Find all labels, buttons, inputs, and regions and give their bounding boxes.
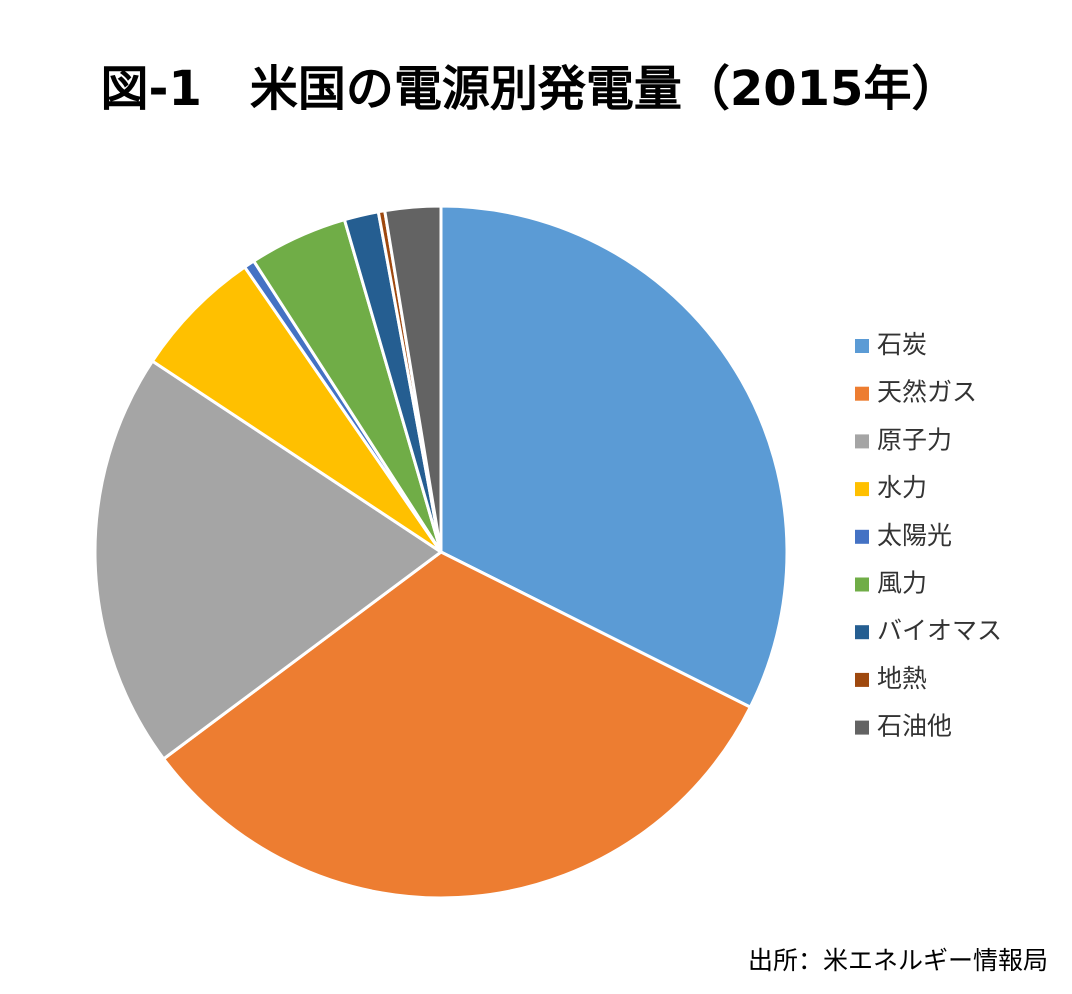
- legend-swatch: [855, 672, 869, 687]
- legend-swatch: [855, 529, 869, 544]
- pie-slice: [150, 265, 443, 554]
- legend-label: 原子力: [877, 425, 952, 454]
- chart-title: 図-1 米国の電源別発電量（2015年）: [101, 61, 960, 117]
- legend-swatch: [855, 577, 869, 592]
- legend-swatch: [855, 339, 869, 353]
- legend-swatch: [855, 625, 869, 640]
- legend-label: 石油他: [877, 712, 952, 741]
- legend-swatch: [855, 434, 869, 449]
- legend-label: 地熱: [877, 664, 927, 693]
- legend-label: 水力: [877, 473, 927, 502]
- legend-label: バイオマス: [877, 616, 1002, 645]
- legend-label: 天然ガス: [877, 378, 977, 407]
- source-note: 出所：米エネルギー情報局: [748, 946, 1048, 975]
- pie-slice: [383, 204, 443, 554]
- legend-swatch: [855, 386, 869, 401]
- pie-slice: [93, 359, 443, 761]
- legend-label: 風力: [877, 569, 927, 598]
- legend-swatch: [855, 482, 869, 497]
- pie-slice: [439, 204, 789, 709]
- pie-slice: [162, 550, 752, 900]
- legend-label: 石炭: [877, 330, 927, 359]
- legend-label: 太陽光: [877, 521, 952, 550]
- legend-swatch: [855, 720, 869, 735]
